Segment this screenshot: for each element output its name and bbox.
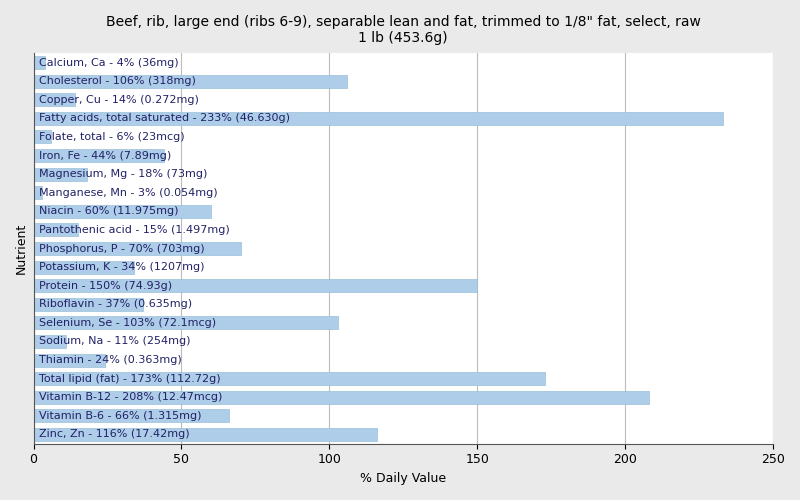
Text: Calcium, Ca - 4% (36mg): Calcium, Ca - 4% (36mg) xyxy=(39,58,179,68)
Text: Pantothenic acid - 15% (1.497mg): Pantothenic acid - 15% (1.497mg) xyxy=(39,225,230,235)
Text: Niacin - 60% (11.975mg): Niacin - 60% (11.975mg) xyxy=(39,206,179,216)
Y-axis label: Nutrient: Nutrient xyxy=(15,223,28,274)
Text: Vitamin B-12 - 208% (12.47mcg): Vitamin B-12 - 208% (12.47mcg) xyxy=(39,392,223,402)
Bar xyxy=(34,224,78,236)
Bar xyxy=(34,149,164,162)
Bar xyxy=(34,242,241,255)
Bar xyxy=(34,94,75,106)
Text: Zinc, Zn - 116% (17.42mg): Zinc, Zn - 116% (17.42mg) xyxy=(39,430,190,440)
Bar xyxy=(34,168,87,180)
Bar xyxy=(34,112,722,125)
Bar xyxy=(34,354,105,366)
Bar xyxy=(34,410,229,422)
Bar xyxy=(34,390,649,404)
Text: Sodium, Na - 11% (254mg): Sodium, Na - 11% (254mg) xyxy=(39,336,191,346)
Bar xyxy=(34,298,143,311)
Text: Potassium, K - 34% (1207mg): Potassium, K - 34% (1207mg) xyxy=(39,262,205,272)
X-axis label: % Daily Value: % Daily Value xyxy=(360,472,446,485)
Text: Total lipid (fat) - 173% (112.72g): Total lipid (fat) - 173% (112.72g) xyxy=(39,374,221,384)
Text: Selenium, Se - 103% (72.1mcg): Selenium, Se - 103% (72.1mcg) xyxy=(39,318,217,328)
Text: Iron, Fe - 44% (7.89mg): Iron, Fe - 44% (7.89mg) xyxy=(39,150,172,160)
Bar xyxy=(34,316,338,330)
Bar xyxy=(34,205,211,218)
Bar xyxy=(34,186,42,200)
Bar xyxy=(34,335,66,348)
Text: Fatty acids, total saturated - 233% (46.630g): Fatty acids, total saturated - 233% (46.… xyxy=(39,114,290,124)
Text: Magnesium, Mg - 18% (73mg): Magnesium, Mg - 18% (73mg) xyxy=(39,169,208,179)
Bar xyxy=(34,130,51,143)
Text: Riboflavin - 37% (0.635mg): Riboflavin - 37% (0.635mg) xyxy=(39,300,193,310)
Bar xyxy=(34,56,46,69)
Title: Beef, rib, large end (ribs 6-9), separable lean and fat, trimmed to 1/8" fat, se: Beef, rib, large end (ribs 6-9), separab… xyxy=(106,15,701,45)
Text: Phosphorus, P - 70% (703mg): Phosphorus, P - 70% (703mg) xyxy=(39,244,205,254)
Text: Vitamin B-6 - 66% (1.315mg): Vitamin B-6 - 66% (1.315mg) xyxy=(39,411,202,421)
Bar xyxy=(34,74,347,88)
Bar xyxy=(34,279,478,292)
Text: Manganese, Mn - 3% (0.054mg): Manganese, Mn - 3% (0.054mg) xyxy=(39,188,218,198)
Text: Cholesterol - 106% (318mg): Cholesterol - 106% (318mg) xyxy=(39,76,196,86)
Bar xyxy=(34,372,546,385)
Bar xyxy=(34,260,134,274)
Text: Copper, Cu - 14% (0.272mg): Copper, Cu - 14% (0.272mg) xyxy=(39,95,199,105)
Text: Thiamin - 24% (0.363mg): Thiamin - 24% (0.363mg) xyxy=(39,355,182,365)
Text: Folate, total - 6% (23mcg): Folate, total - 6% (23mcg) xyxy=(39,132,185,142)
Text: Protein - 150% (74.93g): Protein - 150% (74.93g) xyxy=(39,280,173,290)
Bar xyxy=(34,428,377,441)
